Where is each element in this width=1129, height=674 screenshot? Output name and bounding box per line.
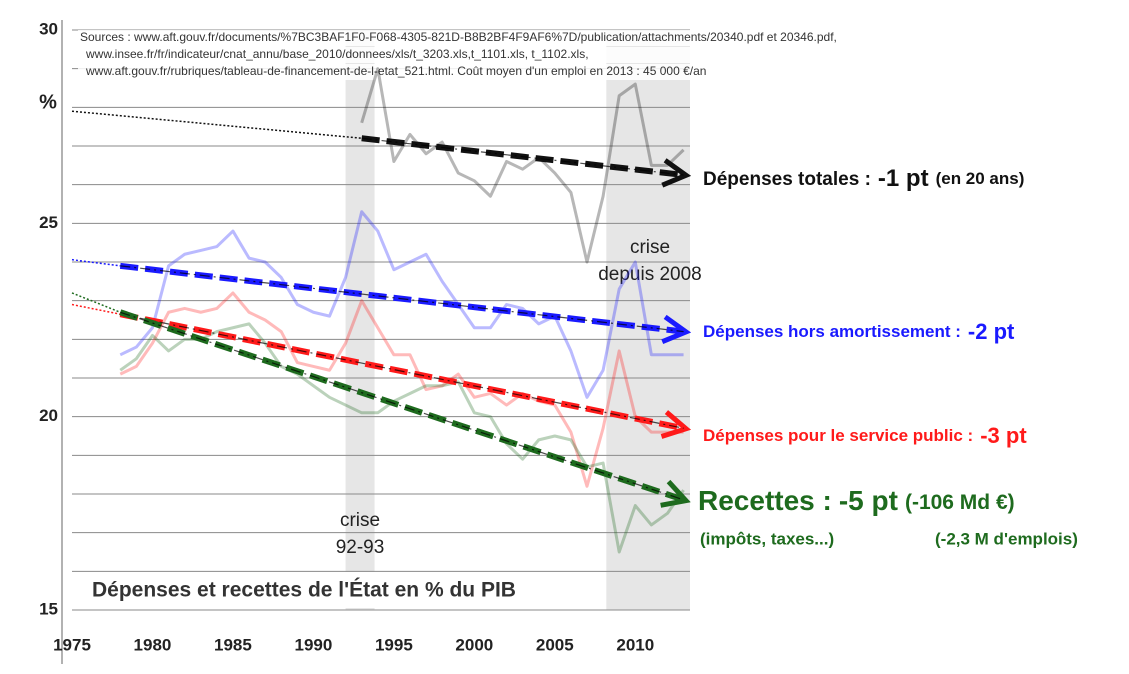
- series-line: [360, 67, 685, 264]
- x-tick-label: 1980: [134, 635, 172, 654]
- crisis-band: [345, 30, 375, 610]
- title-box: [80, 572, 600, 608]
- series-label-part: Recettes :: [698, 485, 832, 516]
- series-line: [119, 210, 684, 399]
- x-tick-label: 2010: [616, 635, 654, 654]
- series-label-part: -1 pt: [878, 165, 929, 192]
- crisis-label: crise: [630, 237, 670, 258]
- trend-extension: [71, 110, 362, 140]
- series-label: Recettes : -5 pt (-106 Md €): [698, 485, 1015, 516]
- source-bg: [78, 47, 938, 63]
- y-unit: %: [39, 91, 57, 113]
- y-tick-label: 15: [39, 599, 58, 618]
- series-label-part: -2 pt: [968, 319, 1015, 344]
- trend-extension: [71, 303, 121, 315]
- y-tick-label: 25: [39, 213, 58, 232]
- chart-title: Dépenses et recettes de l'État en % du P…: [92, 579, 516, 602]
- source-line: Sources : www.aft.gouv.fr/documents/%7BC…: [80, 30, 837, 44]
- series-note: (-2,3 M d'emplois): [935, 529, 1078, 548]
- x-tick-label: 1990: [294, 635, 332, 654]
- series-label-part: (-106 Md €): [905, 491, 1015, 514]
- series-label-part: Dépenses hors amortissement :: [703, 322, 961, 341]
- trend-extension: [71, 292, 121, 313]
- series-note: (impôts, taxes...): [700, 529, 834, 548]
- series-label: Dépenses totales : -1 pt (en 20 ans): [703, 165, 1024, 192]
- series-line: [119, 291, 684, 488]
- series-label-part: Dépenses totales :: [703, 169, 871, 190]
- trend-extension: [71, 258, 121, 267]
- series-label: Dépenses pour le service public : -3 pt: [703, 423, 1027, 448]
- x-tick-label: 2005: [536, 635, 574, 654]
- source-bg: [78, 64, 938, 80]
- series-label-part: -3 pt: [980, 423, 1027, 448]
- y-tick-label: 30: [39, 19, 58, 38]
- trend-core: [120, 311, 684, 501]
- source-line: www.aft.gouv.fr/rubriques/tableau-de-fin…: [85, 64, 706, 78]
- trend-core: [120, 313, 684, 429]
- series-label-part: -5 pt: [839, 485, 898, 516]
- series-label: Dépenses hors amortissement : -2 pt: [703, 319, 1015, 344]
- y-tick-label: 20: [39, 406, 58, 425]
- source-line: www.insee.fr/fr/indicateur/cnat_annu/bas…: [85, 47, 589, 61]
- series-label-part: Dépenses pour le service public :: [703, 426, 973, 445]
- x-tick-label: 2000: [455, 635, 493, 654]
- x-tick-label: 1975: [53, 635, 91, 654]
- crisis-label: depuis 2008: [598, 264, 702, 285]
- x-tick-label: 1985: [214, 635, 252, 654]
- crisis-label: crise: [340, 510, 380, 531]
- x-tick-label: 1995: [375, 635, 413, 654]
- trend-core: [361, 137, 684, 176]
- trend-core: [120, 265, 684, 333]
- source-bg: [78, 30, 938, 46]
- crisis-label: 92-93: [336, 537, 385, 558]
- series-label-part: (en 20 ans): [936, 169, 1025, 188]
